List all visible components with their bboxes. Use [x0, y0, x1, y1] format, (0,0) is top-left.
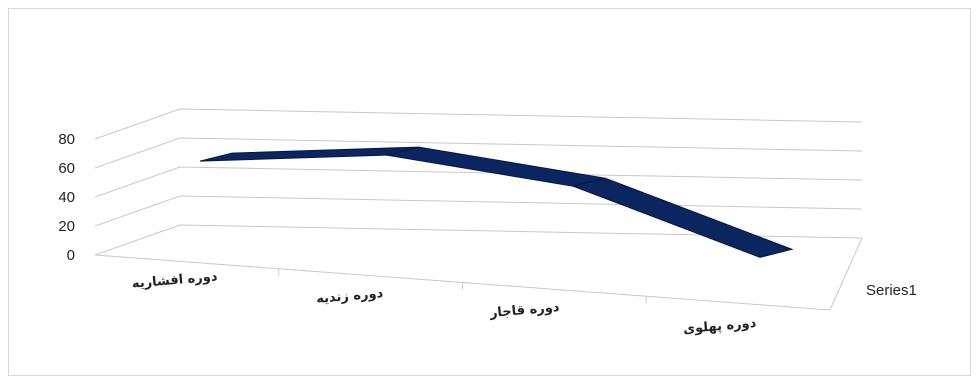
- chart-frame: [8, 8, 971, 376]
- series-ribbon: [199, 146, 794, 258]
- series-name-label: Series1: [866, 282, 917, 299]
- y-tick-label: 80: [58, 131, 75, 148]
- depth-axis: Series1: [866, 282, 917, 299]
- x-axis: دوره افشاریه دوره زندیه دوره قاجار دوره پهل…: [131, 269, 757, 337]
- floor-edge: [94, 237, 863, 311]
- series-segment: [199, 146, 419, 162]
- x-category-label: دوره پهلوی: [683, 316, 758, 337]
- series-segment: [386, 146, 606, 187]
- y-tick-label: 20: [58, 218, 75, 235]
- gridline: [94, 137, 863, 169]
- y-tick-label: 40: [58, 189, 75, 206]
- x-category-label: دوره افشاریه: [131, 269, 218, 291]
- x-category-label: دوره زندیه: [316, 286, 384, 307]
- y-tick-label: 60: [58, 160, 75, 177]
- y-axis: 0 20 40 60 80: [58, 131, 75, 264]
- y-tick-label: 0: [67, 247, 75, 264]
- series-segment: [571, 177, 794, 258]
- gridline: [94, 108, 863, 140]
- gridline: [94, 166, 863, 198]
- gridline: [94, 224, 863, 256]
- x-category-label: دوره قاجار: [488, 300, 560, 321]
- gridline: [94, 195, 863, 227]
